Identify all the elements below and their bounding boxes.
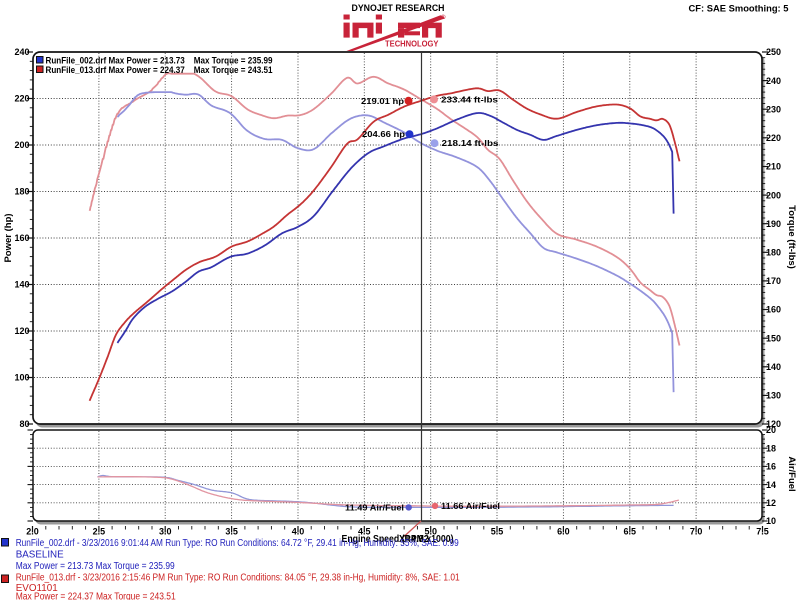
svg-text:230: 230: [766, 104, 781, 114]
svg-text:220: 220: [14, 94, 29, 104]
svg-text:190: 190: [766, 219, 781, 229]
svg-text:BASELINE: BASELINE: [16, 550, 64, 561]
svg-text:4.0: 4.0: [292, 527, 305, 537]
svg-text:3.0: 3.0: [159, 527, 172, 537]
svg-text:11.49 Air/Fuel: 11.49 Air/Fuel: [345, 502, 404, 512]
svg-text:160: 160: [766, 305, 781, 315]
svg-text:RunFile_013.drf Max Power = 22: RunFile_013.drf Max Power = 224.37 Max T…: [46, 65, 273, 75]
svg-text:210: 210: [766, 162, 781, 172]
svg-text:Power (hp): Power (hp): [3, 213, 14, 262]
svg-text:Max Power = 224.37 Max Torque: Max Power = 224.37 Max Torque = 243.51: [16, 592, 176, 600]
svg-text:RunFile_013.drf - 3/23/2016 2:: RunFile_013.drf - 3/23/2016 2:15:46 PM R…: [16, 573, 460, 584]
svg-text:CF: SAE Smoothing: 5: CF: SAE Smoothing: 5: [689, 4, 790, 15]
svg-text:180: 180: [14, 187, 29, 197]
svg-text:16: 16: [766, 462, 776, 472]
svg-text:180: 180: [766, 248, 781, 258]
svg-text:7.0: 7.0: [690, 527, 703, 537]
svg-text:233.44 ft-lbs: 233.44 ft-lbs: [441, 94, 498, 104]
svg-text:Torque (ft-lbs): Torque (ft-lbs): [786, 205, 797, 269]
svg-text:170: 170: [766, 276, 781, 286]
svg-text:160: 160: [14, 233, 29, 243]
svg-text:219.01 hp: 219.01 hp: [361, 96, 404, 106]
svg-text:RunFile_002.drf - 3/23/2016 9:: RunFile_002.drf - 3/23/2016 9:01:44 AM R…: [16, 538, 459, 549]
svg-text:218.14 ft-lbs: 218.14 ft-lbs: [442, 138, 499, 148]
svg-text:204.66 hp: 204.66 hp: [362, 129, 405, 139]
svg-text:®: ®: [441, 13, 446, 21]
svg-text:X=4.92: X=4.92: [399, 534, 429, 545]
svg-text:RunFile_002.drf Max Power = 21: RunFile_002.drf Max Power = 213.73 Max T…: [46, 55, 273, 65]
svg-text:130: 130: [766, 391, 781, 401]
svg-text:2.0: 2.0: [26, 527, 39, 537]
svg-text:80: 80: [19, 419, 29, 429]
svg-text:6.0: 6.0: [557, 527, 570, 537]
svg-text:Engine Speed (RPM x1000): Engine Speed (RPM x1000): [342, 534, 454, 545]
svg-text:DYNOJET RESEARCH: DYNOJET RESEARCH: [352, 3, 445, 14]
svg-text:12: 12: [766, 498, 776, 508]
svg-text:7.5: 7.5: [756, 527, 769, 537]
svg-text:140: 140: [766, 362, 781, 372]
svg-text:2.5: 2.5: [93, 527, 106, 537]
svg-text:200: 200: [766, 190, 781, 200]
svg-text:100: 100: [14, 373, 29, 383]
svg-text:3.5: 3.5: [225, 527, 238, 537]
svg-text:150: 150: [766, 333, 781, 343]
svg-text:120: 120: [766, 419, 781, 429]
svg-text:200: 200: [14, 140, 29, 150]
svg-text:240: 240: [14, 47, 29, 57]
svg-text:Max Power = 213.73 Max Torque: Max Power = 213.73 Max Torque = 235.99: [16, 561, 175, 572]
svg-text:11.66 Air/Fuel: 11.66 Air/Fuel: [441, 501, 500, 511]
svg-text:5.0: 5.0: [424, 527, 437, 537]
svg-text:18: 18: [766, 443, 776, 453]
svg-text:10: 10: [766, 516, 776, 526]
svg-text:6.5: 6.5: [624, 527, 637, 537]
svg-text:4.5: 4.5: [358, 527, 371, 537]
svg-text:250: 250: [766, 47, 781, 57]
svg-text:20: 20: [766, 425, 776, 435]
svg-text:Air/Fuel: Air/Fuel: [786, 456, 797, 491]
svg-text:5.5: 5.5: [491, 527, 504, 537]
svg-text:220: 220: [766, 133, 781, 143]
svg-text:14: 14: [766, 480, 776, 490]
svg-text:140: 140: [14, 280, 29, 290]
svg-text:240: 240: [766, 76, 781, 86]
svg-text:EVO1101: EVO1101: [16, 583, 58, 594]
svg-text:120: 120: [14, 326, 29, 336]
svg-text:TECHNOLOGY: TECHNOLOGY: [385, 40, 439, 49]
